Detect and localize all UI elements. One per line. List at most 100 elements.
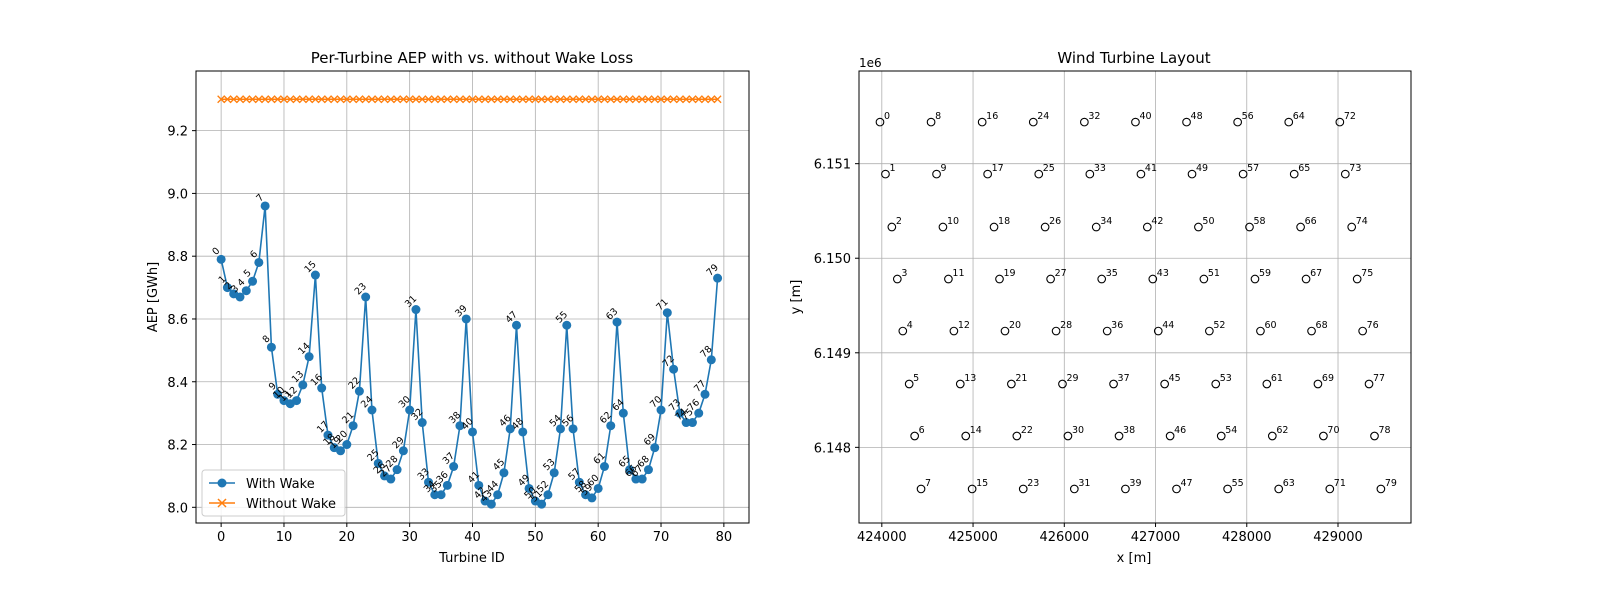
without-wake-point bbox=[518, 95, 527, 104]
turbine-label: 4 bbox=[907, 320, 913, 331]
without-wake-point bbox=[512, 95, 521, 104]
aep-ytick-label: 9.2 bbox=[167, 125, 188, 140]
with-wake-point bbox=[486, 499, 496, 509]
turbine-marker bbox=[1080, 117, 1089, 127]
turbine-marker bbox=[1301, 274, 1311, 284]
with-wake-point bbox=[317, 383, 327, 393]
turbine-label: 2 bbox=[896, 216, 902, 227]
turbine-label: 23 bbox=[1027, 478, 1039, 489]
turbine-marker bbox=[1034, 169, 1044, 179]
without-wake-point bbox=[336, 95, 345, 104]
with-wake-point bbox=[248, 276, 258, 286]
with-wake-point bbox=[386, 474, 396, 484]
without-wake-point bbox=[349, 95, 358, 104]
turbine-label: 22 bbox=[1021, 425, 1033, 436]
without-wake-point bbox=[437, 95, 446, 104]
layout-chart-xlabel: x [m] bbox=[1117, 551, 1152, 566]
turbine-label: 17 bbox=[992, 163, 1004, 174]
turbine-marker bbox=[910, 431, 920, 441]
aep-chart-title: Per-Turbine AEP with vs. without Wake Lo… bbox=[311, 49, 634, 67]
without-wake-point bbox=[499, 95, 508, 104]
without-wake-point bbox=[657, 95, 665, 104]
turbine-marker bbox=[1063, 431, 1073, 441]
without-wake-point bbox=[701, 95, 709, 104]
aep-xtick-label: 0 bbox=[217, 530, 225, 545]
turbine-marker bbox=[1160, 379, 1170, 389]
with-wake-point bbox=[681, 418, 691, 428]
turbine-label: 38 bbox=[1123, 425, 1135, 436]
turbine-marker bbox=[1211, 379, 1221, 389]
turbine-label: 24 bbox=[1037, 111, 1049, 122]
turbine-label: 0 bbox=[884, 111, 890, 122]
with-wake-point bbox=[449, 462, 459, 471]
layout-chart-ticks: 424000 425000 426000 427000 428000 429000 6.14… bbox=[814, 158, 1363, 545]
without-wake-point bbox=[638, 95, 647, 104]
aep-xtick-label: 10 bbox=[276, 530, 293, 545]
turbine-marker bbox=[1370, 431, 1379, 441]
legend-with-wake-label: With Wake bbox=[246, 477, 315, 492]
turbine-marker bbox=[1340, 169, 1350, 179]
turbine-label: 33 bbox=[1094, 163, 1106, 174]
without-wake-point bbox=[581, 95, 590, 104]
turbine-marker bbox=[916, 484, 926, 494]
turbine-label: 56 bbox=[1242, 111, 1254, 122]
turbine-label: 12 bbox=[958, 320, 970, 331]
turbine-marker bbox=[1358, 326, 1367, 336]
turbine-marker bbox=[1142, 222, 1152, 232]
with-wake-point bbox=[461, 314, 471, 324]
turbine-label: 77 bbox=[1373, 373, 1385, 384]
turbine-label: 27 bbox=[1055, 268, 1067, 279]
turbine-label: 47 bbox=[1181, 478, 1193, 489]
turbine-label: 14 bbox=[970, 425, 982, 436]
with-wake-point bbox=[417, 418, 427, 428]
without-wake-point bbox=[650, 95, 659, 104]
turbine-label: 68 bbox=[1316, 320, 1328, 331]
without-wake-point bbox=[525, 95, 534, 104]
turbine-label: 72 bbox=[1344, 111, 1356, 122]
layout-xtick-label: 426000 bbox=[1039, 530, 1089, 545]
with-wake-point bbox=[442, 480, 452, 490]
with-wake-point bbox=[637, 474, 647, 484]
without-wake-point bbox=[537, 95, 546, 104]
without-wake-point bbox=[600, 95, 609, 104]
without-wake-point bbox=[342, 95, 351, 104]
without-wake-point bbox=[556, 95, 565, 104]
without-wake-point bbox=[411, 95, 420, 104]
turbine-marker bbox=[949, 326, 959, 336]
with-wake-point bbox=[587, 493, 597, 503]
with-wake-point bbox=[468, 427, 477, 437]
without-wake-point bbox=[707, 95, 716, 104]
turbine-label: 13 bbox=[964, 373, 976, 384]
with-wake-point bbox=[505, 424, 515, 434]
turbine-marker bbox=[1040, 222, 1050, 232]
turbine-label: 48 bbox=[1191, 111, 1203, 122]
turbine-marker bbox=[1347, 222, 1357, 232]
turbine-label: 71 bbox=[1334, 478, 1346, 489]
without-wake-point bbox=[229, 95, 238, 104]
turbine-label: 73 bbox=[1349, 163, 1361, 174]
turbine-marker bbox=[1238, 169, 1248, 179]
turbine-marker bbox=[1250, 274, 1260, 284]
without-wake-point bbox=[713, 95, 722, 104]
without-wake-point bbox=[619, 95, 628, 104]
aep-chart-ylabel: AEP [GWh] bbox=[146, 262, 161, 332]
with-wake-point bbox=[574, 477, 584, 487]
with-wake-point bbox=[694, 408, 704, 418]
turbine-marker bbox=[1182, 117, 1191, 127]
with-wake-point bbox=[336, 446, 346, 456]
turbine-marker bbox=[1000, 326, 1010, 336]
without-wake-point bbox=[298, 95, 307, 104]
without-wake-point bbox=[663, 95, 672, 104]
aep-xtick-label: 80 bbox=[716, 530, 733, 545]
with-wake-point bbox=[543, 490, 553, 500]
aep-xtick-label: 60 bbox=[590, 530, 607, 545]
without-wake-point bbox=[569, 95, 578, 104]
turbine-marker bbox=[1109, 379, 1118, 389]
without-wake-point bbox=[474, 95, 483, 104]
layout-chart: Wind Turbine Layout 1e6 424000 425000 4260… bbox=[789, 49, 1412, 566]
layout-ytick-label: 6.151 bbox=[814, 158, 851, 173]
without-wake-point bbox=[487, 95, 496, 104]
turbine-label: 42 bbox=[1151, 216, 1163, 227]
without-wake-point bbox=[594, 95, 603, 104]
turbine-label: 75 bbox=[1361, 268, 1373, 279]
